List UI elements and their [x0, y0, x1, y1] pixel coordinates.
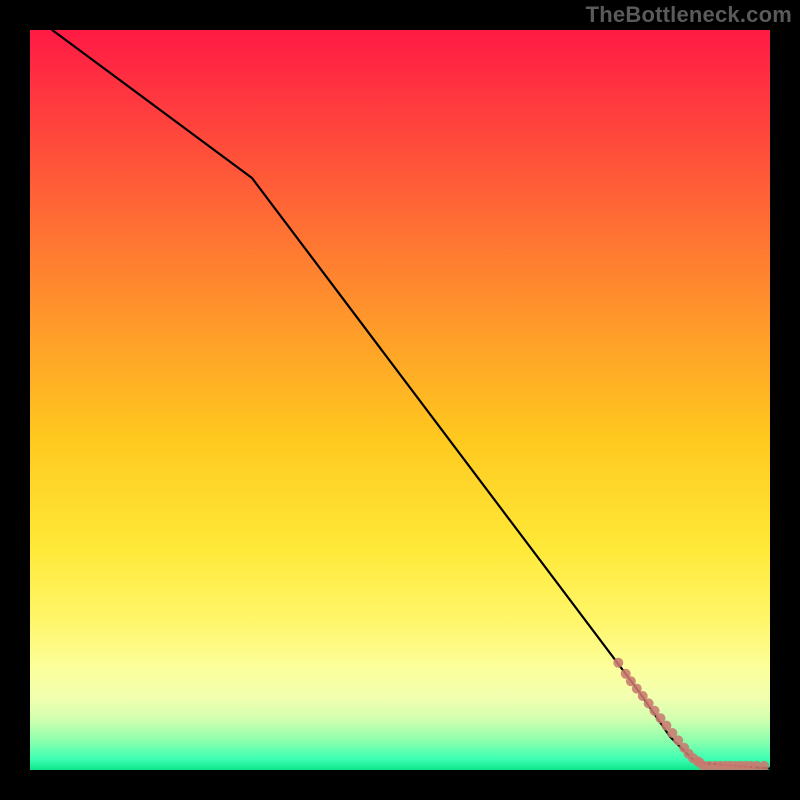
gradient-background — [30, 30, 770, 770]
data-marker — [613, 658, 623, 668]
chart-svg — [30, 30, 770, 770]
chart-plot-area — [30, 30, 770, 770]
watermark-text: TheBottleneck.com — [586, 2, 792, 28]
